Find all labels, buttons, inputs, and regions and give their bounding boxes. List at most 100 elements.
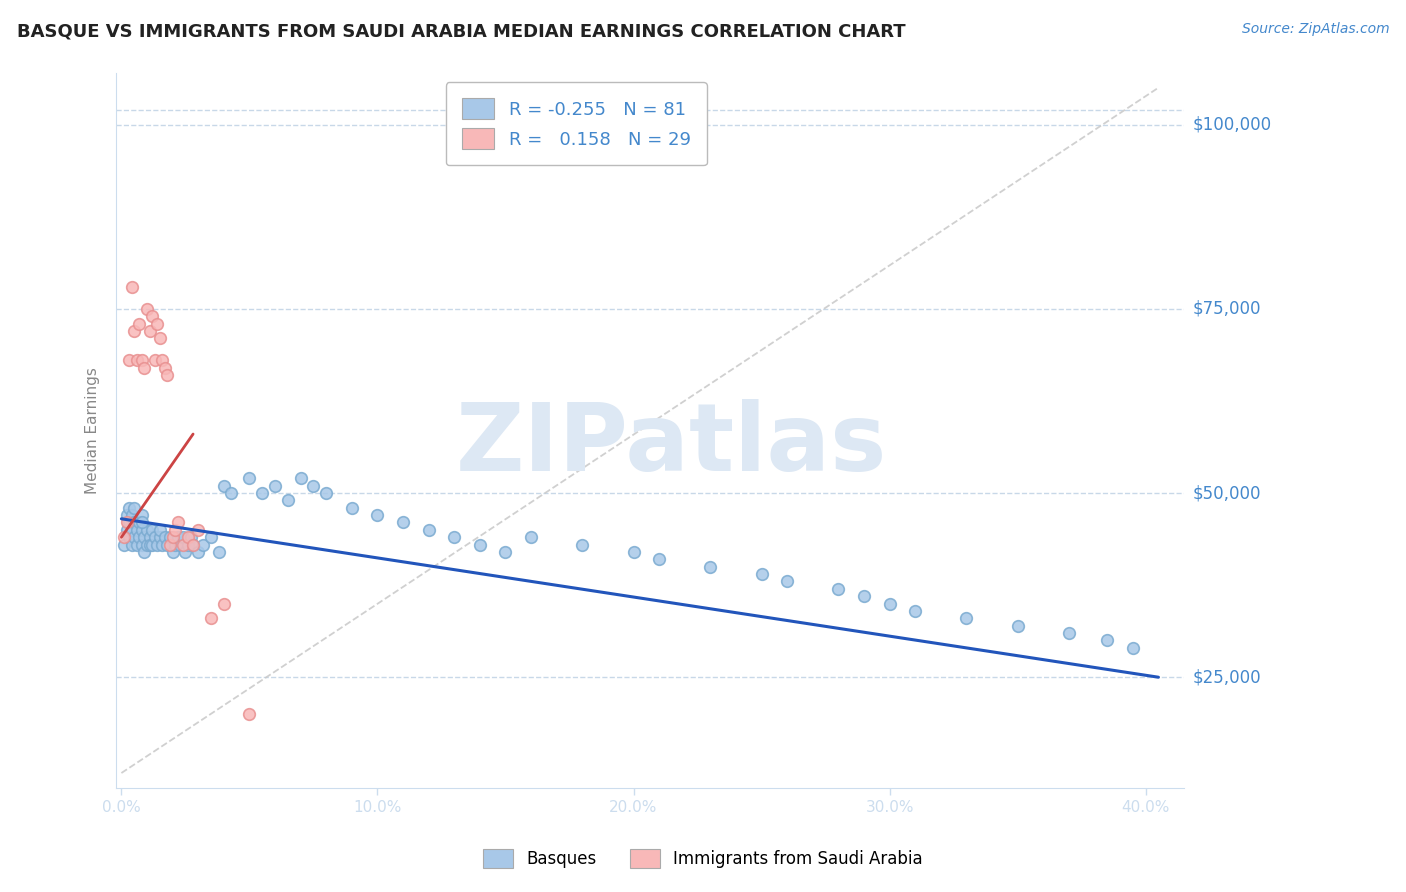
Point	[443, 530, 465, 544]
Point	[128, 516, 150, 530]
Point	[162, 530, 184, 544]
Text: ZIPatlas: ZIPatlas	[456, 399, 887, 491]
Point	[827, 582, 849, 596]
Point	[751, 567, 773, 582]
Point	[955, 611, 977, 625]
Point	[699, 559, 721, 574]
Point	[150, 538, 173, 552]
Point	[177, 530, 200, 544]
Point	[852, 589, 875, 603]
Point	[1007, 618, 1029, 632]
Point	[200, 611, 222, 625]
Point	[495, 545, 517, 559]
Point	[121, 508, 143, 522]
Point	[115, 523, 138, 537]
Point	[141, 538, 163, 552]
Legend: Basques, Immigrants from Saudi Arabia: Basques, Immigrants from Saudi Arabia	[477, 842, 929, 875]
Point	[143, 353, 166, 368]
Point	[146, 317, 169, 331]
Point	[165, 538, 187, 552]
Point	[181, 538, 204, 552]
Point	[392, 516, 415, 530]
Point	[118, 516, 141, 530]
Point	[121, 538, 143, 552]
Point	[200, 530, 222, 544]
Point	[131, 538, 153, 552]
Point	[134, 360, 156, 375]
Text: $100,000: $100,000	[1192, 116, 1271, 134]
Point	[468, 538, 491, 552]
Point	[121, 523, 143, 537]
Point	[115, 508, 138, 522]
Point	[153, 530, 176, 544]
Point	[156, 538, 179, 552]
Point	[212, 478, 235, 492]
Point	[115, 516, 138, 530]
Point	[169, 538, 191, 552]
Point	[149, 331, 172, 345]
Point	[174, 545, 197, 559]
Point	[122, 500, 145, 515]
Point	[131, 508, 153, 522]
Point	[141, 523, 163, 537]
Point	[264, 478, 287, 492]
Point	[125, 523, 148, 537]
Point	[156, 368, 179, 383]
Point	[131, 523, 153, 537]
Point	[159, 530, 181, 544]
Point	[366, 508, 388, 522]
Point	[187, 523, 209, 537]
Y-axis label: Median Earnings: Median Earnings	[86, 367, 100, 494]
Point	[138, 324, 160, 338]
Point	[290, 471, 312, 485]
Point	[277, 493, 299, 508]
Point	[131, 516, 153, 530]
Point	[118, 500, 141, 515]
Point	[162, 545, 184, 559]
Point	[149, 523, 172, 537]
Point	[122, 530, 145, 544]
Point	[146, 538, 169, 552]
Point	[520, 530, 543, 544]
Point	[153, 360, 176, 375]
Point	[149, 530, 172, 544]
Point	[648, 552, 671, 566]
Point	[776, 574, 799, 589]
Point	[221, 486, 243, 500]
Point	[180, 530, 202, 544]
Point	[122, 324, 145, 338]
Point	[181, 538, 204, 552]
Point	[418, 523, 440, 537]
Point	[121, 279, 143, 293]
Point	[122, 516, 145, 530]
Point	[128, 530, 150, 544]
Point	[1057, 626, 1080, 640]
Point	[125, 538, 148, 552]
Point	[315, 486, 337, 500]
Point	[166, 516, 188, 530]
Point	[150, 353, 173, 368]
Point	[208, 545, 231, 559]
Point	[172, 530, 194, 544]
Point	[134, 530, 156, 544]
Point	[141, 309, 163, 323]
Point	[1122, 640, 1144, 655]
Point	[118, 530, 141, 544]
Point	[238, 471, 260, 485]
Point	[623, 545, 645, 559]
Text: $25,000: $25,000	[1192, 668, 1261, 686]
Point	[138, 530, 160, 544]
Text: BASQUE VS IMMIGRANTS FROM SAUDI ARABIA MEDIAN EARNINGS CORRELATION CHART: BASQUE VS IMMIGRANTS FROM SAUDI ARABIA M…	[17, 22, 905, 40]
Point	[1095, 633, 1118, 648]
Point	[302, 478, 325, 492]
Point	[143, 530, 166, 544]
Point	[193, 538, 215, 552]
Point	[238, 707, 260, 722]
Point	[131, 353, 153, 368]
Text: Source: ZipAtlas.com: Source: ZipAtlas.com	[1241, 22, 1389, 37]
Legend: R = -0.255   N = 81, R =   0.158   N = 29: R = -0.255 N = 81, R = 0.158 N = 29	[446, 82, 707, 165]
Point	[136, 301, 159, 316]
Point	[159, 538, 181, 552]
Point	[138, 538, 160, 552]
Point	[165, 523, 187, 537]
